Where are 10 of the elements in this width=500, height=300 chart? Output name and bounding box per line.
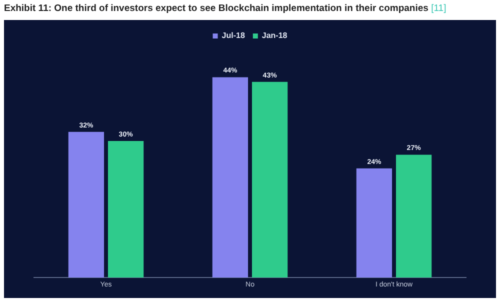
chart-title: Exhibit 11: One third of investors expect to see Blockchain implementation in their companies xyxy=(4,3,428,14)
bar xyxy=(68,132,104,278)
bar xyxy=(356,168,392,278)
legend-label: Jul-18 xyxy=(222,31,246,40)
bar xyxy=(252,82,288,278)
chart-subtitle: [11] xyxy=(431,3,446,14)
bar xyxy=(396,154,432,278)
bar xyxy=(108,141,144,278)
legend-label: Jan-18 xyxy=(262,31,288,40)
bar xyxy=(212,77,248,278)
